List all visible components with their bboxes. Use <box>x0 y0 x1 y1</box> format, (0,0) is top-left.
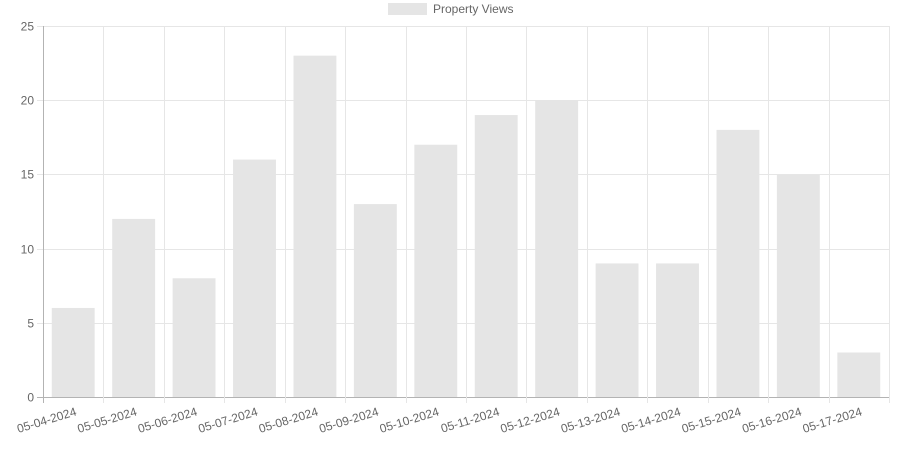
bar-05-11-2024[interactable] <box>474 115 518 397</box>
y-tick-label: 15 <box>21 168 35 182</box>
legend-swatch <box>388 3 427 15</box>
legend[interactable]: Property Views <box>388 2 513 16</box>
bar-05-07-2024[interactable] <box>233 159 276 397</box>
x-tick-label: 05-13-2024 <box>559 404 622 435</box>
x-tick-label: 05-16-2024 <box>740 404 803 435</box>
y-tick-label: 20 <box>21 94 35 108</box>
y-tick-label: 5 <box>27 317 34 331</box>
y-tick-label: 10 <box>21 243 35 257</box>
x-tick-label: 05-08-2024 <box>257 404 320 435</box>
bar-05-15-2024[interactable] <box>716 129 760 397</box>
grid <box>37 26 890 403</box>
bars <box>51 55 881 398</box>
bar-05-14-2024[interactable] <box>656 263 699 397</box>
x-tick-label: 05-15-2024 <box>680 404 743 435</box>
bar-05-17-2024[interactable] <box>837 352 881 397</box>
y-axis-ticks: 0 5 10 15 20 25 <box>21 20 35 405</box>
bar-05-13-2024[interactable] <box>595 263 639 397</box>
x-tick-label: 05-12-2024 <box>499 404 562 435</box>
x-tick-label: 05-11-2024 <box>439 404 501 435</box>
x-tick-label: 05-17-2024 <box>801 404 864 435</box>
x-tick-label: 05-09-2024 <box>317 404 380 435</box>
bar-05-05-2024[interactable] <box>112 218 156 397</box>
x-tick-label: 05-07-2024 <box>197 404 260 435</box>
x-tick-label: 05-04-2024 <box>15 404 78 435</box>
bar-05-04-2024[interactable] <box>51 307 95 397</box>
y-tick-label: 0 <box>27 391 34 405</box>
x-tick-label: 05-10-2024 <box>378 404 441 435</box>
bar-05-10-2024[interactable] <box>414 144 458 397</box>
y-tick-label: 25 <box>21 20 35 34</box>
x-tick-label: 05-05-2024 <box>76 404 139 435</box>
bar-05-12-2024[interactable] <box>535 100 579 397</box>
bar-05-09-2024[interactable] <box>353 204 397 397</box>
x-axis-ticks: 05-04-202405-05-202405-06-202405-07-2024… <box>15 404 864 435</box>
x-tick-label: 05-14-2024 <box>620 404 683 435</box>
bar-05-08-2024[interactable] <box>293 55 337 398</box>
bar-05-06-2024[interactable] <box>172 278 216 397</box>
x-tick-label: 05-06-2024 <box>136 404 199 435</box>
bar-05-16-2024[interactable] <box>776 174 820 397</box>
legend-label: Property Views <box>433 2 513 16</box>
